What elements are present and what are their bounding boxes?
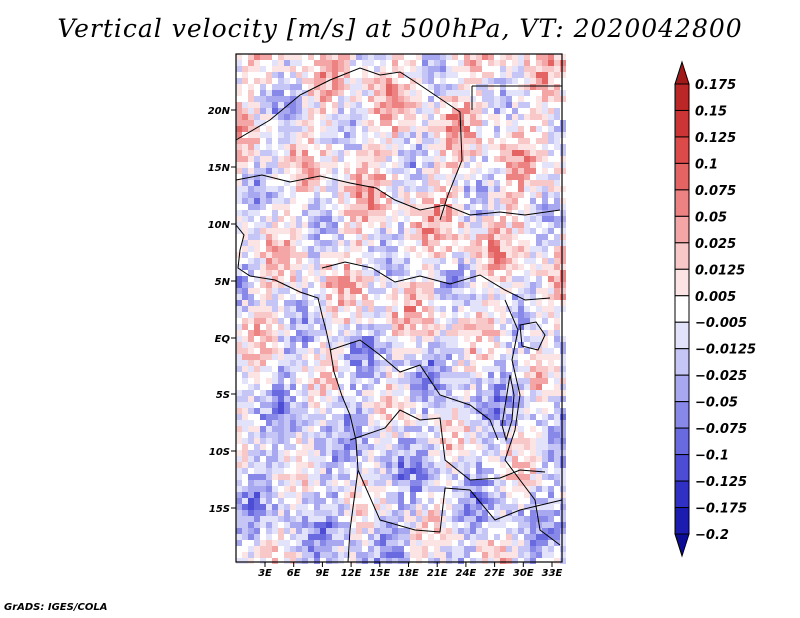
colorbar-box [674,189,690,217]
lon-tick-label: 27E [484,568,505,579]
lat-tick-label: 15S [209,504,230,515]
colorbar-box [674,295,690,323]
border-south [349,409,546,481]
colorbar-level-label: 0.1 [695,157,718,172]
colorbar-box [674,401,690,429]
border-congo [329,339,499,441]
lake-tanganyika [501,374,515,442]
lon-tick-label: 9E [316,568,330,579]
latitude-axis: 20N 15N 10N 5N EQ 5S 10S 15S [208,106,236,515]
colorbar-level-label: −0.0125 [695,343,756,358]
colorbar-box [674,242,690,270]
colorbar-max-arrow [674,60,690,85]
colorbar-box [674,454,690,482]
lon-tick-label: 12E [341,568,362,579]
lon-tick-label: 24E [456,568,477,579]
vertical-velocity-field [236,54,566,564]
longitude-axis: 3E 6E 9E 12E 15E 18E 21E 24E 27E 30E 33E [258,562,563,579]
border-sahel [235,174,561,216]
lon-tick-label: 30E [513,568,534,579]
colorbar-box [674,109,690,138]
colorbar-box [674,321,690,350]
colorbar-level-label: −0.2 [695,528,729,543]
lat-tick-label: EQ [215,334,231,345]
lat-tick-label: 5N [215,277,231,288]
grads-credit: GrADS: IGES/COLA [4,602,108,613]
country-borders [235,67,563,563]
lat-tick-label: 5S [216,390,230,401]
colorbar-box [674,162,690,191]
colorbar-level-label: 0.075 [695,184,736,199]
lon-tick-label: 15E [369,568,390,579]
colorbar-level-label: 0.025 [695,237,736,252]
colorbar-box [674,374,690,403]
colorbar-level-label: −0.005 [695,316,747,331]
colorbar-level-label: −0.1 [695,449,729,464]
colorbar-level-label: 0.125 [695,131,736,146]
colorbar-box [674,480,690,509]
colorbar-box [674,348,690,376]
border-central [321,261,551,301]
colorbar-box [674,136,690,164]
lat-tick-label: 15N [208,163,231,174]
colorbar: 0.175 0.15 0.125 0.1 0.075 0.05 0.025 0.0125 0.0… [674,60,756,558]
colorbar-level-label: 0.05 [695,210,727,225]
colorbar-box [674,83,690,111]
colorbar-box [674,427,690,456]
colorbar-level-label: −0.05 [695,396,738,411]
map-frame [235,53,563,563]
lat-tick-label: 10N [208,220,231,231]
lon-tick-label: 33E [542,568,563,579]
lon-tick-label: 6E [287,568,301,579]
colorbar-level-label: −0.175 [695,502,747,517]
colorbar-box [674,215,690,244]
colorbar-level-label: −0.075 [695,422,747,437]
colorbar-level-label: −0.125 [695,475,747,490]
colorbar-level-label: 0.0125 [695,263,745,278]
map-title: Vertical velocity [m/s] at 500hPa, VT: 2… [57,14,743,43]
lat-tick-label: 10S [209,447,230,458]
lon-tick-label: 18E [398,568,419,579]
border-north [235,67,463,221]
lake-victoria [519,321,546,351]
colorbar-level-label: 0.005 [695,290,736,305]
border-angola [357,469,563,533]
colorbar-level-label: 0.175 [695,78,736,93]
colorbar-min-arrow [674,533,690,558]
border-northeast [471,85,562,110]
colorbar-box [674,507,690,535]
lon-tick-label: 3E [258,568,272,579]
colorbar-level-label: 0.15 [695,104,727,119]
lon-tick-label: 21E [427,568,448,579]
colorbar-box [674,268,690,297]
border-east [504,299,561,546]
lat-tick-label: 20N [208,106,231,117]
colorbar-level-label: −0.025 [695,369,747,384]
